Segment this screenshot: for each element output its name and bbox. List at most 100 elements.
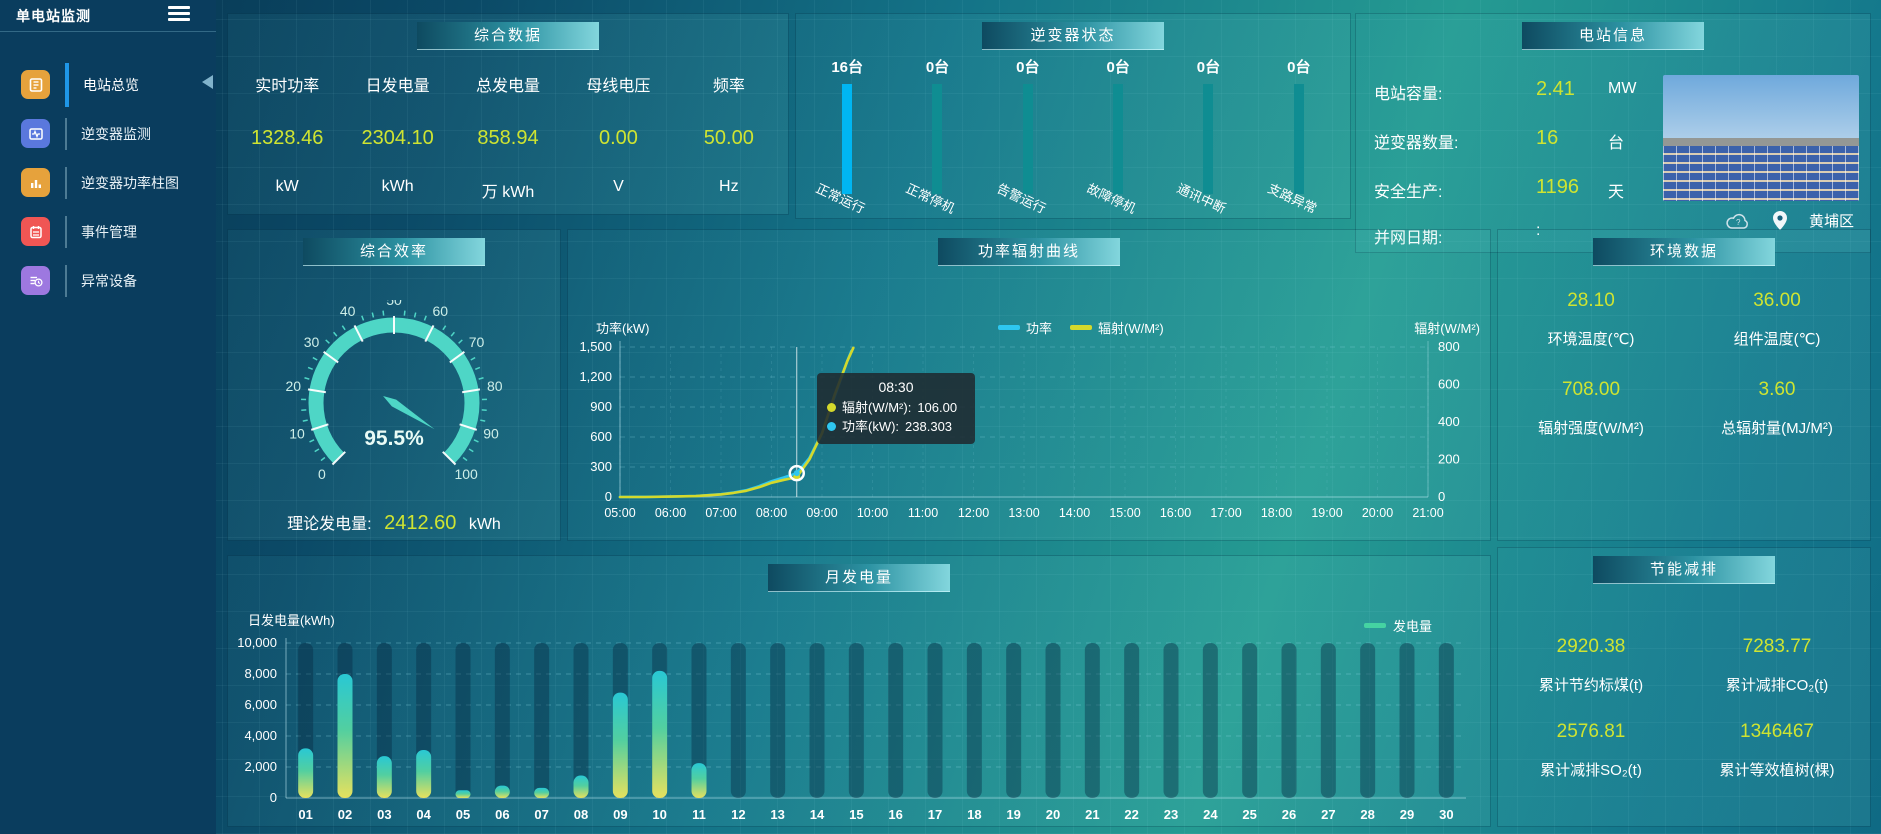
- monthly-legend[interactable]: 发电量: [1363, 616, 1432, 635]
- legend-swatch: [998, 325, 1020, 330]
- metric-label: 环境温度(℃): [1547, 331, 1635, 348]
- metric-value: 2920.38: [1556, 636, 1626, 657]
- theoretical-energy-value: 2412.60: [384, 512, 457, 534]
- hamburger-menu-icon[interactable]: [168, 6, 190, 22]
- svg-text:60: 60: [433, 303, 449, 319]
- monthly-energy-chart[interactable]: 0 2,000 4,000 6,000 8,000 10,000 01 02 03 04 05 06 0…: [228, 630, 1490, 826]
- svg-text:24: 24: [1203, 807, 1218, 822]
- svg-text:09: 09: [613, 807, 627, 822]
- reduced-co2: 7283.77 累计减排CO₂(t): [1684, 636, 1870, 695]
- svg-text:90: 90: [483, 426, 499, 442]
- station-capacity-row: 电站容量: 2.41 MW: [1374, 78, 1674, 104]
- svg-text:15: 15: [849, 807, 863, 822]
- sidebar-header: 单电站监测: [0, 0, 216, 32]
- status-bar: [842, 84, 853, 194]
- status-label: 告警运行: [994, 180, 1048, 217]
- station-info-panel: 电站信息 电站容量: 2.41 MW 逆变器数量: 16 台 安全生产: 119…: [1356, 14, 1870, 252]
- row-value: :: [1536, 222, 1540, 240]
- station-photo: [1663, 75, 1859, 201]
- station-overview-icon: [21, 70, 50, 99]
- metric-value: 36.00: [1753, 290, 1801, 311]
- svg-text:23: 23: [1164, 807, 1178, 822]
- svg-text:80: 80: [487, 378, 503, 394]
- metric-unit: V: [613, 178, 624, 195]
- metric-label: 总辐射量(MJ/M²): [1721, 420, 1833, 437]
- metric-label: 累计等效植树(棵): [1719, 762, 1835, 779]
- panel-title: 电站信息: [1522, 22, 1704, 50]
- svg-text:07:00: 07:00: [705, 506, 736, 520]
- event-management-icon: [21, 217, 50, 246]
- legend-item-power[interactable]: 功率: [998, 318, 1052, 337]
- svg-text:18: 18: [967, 807, 981, 822]
- svg-text:14:00: 14:00: [1059, 506, 1090, 520]
- power-radiation-chart[interactable]: 0 300 600 900 1,200 1,500 0 200 400 600 800 05:00 06…: [568, 330, 1490, 535]
- svg-text:300: 300: [590, 459, 612, 474]
- monthly-energy-panel: 月发电量 日发电量(kWh) 发电量 0 2,000 4,000 6,000 8,000…: [228, 556, 1490, 826]
- env-radiation-intensity: 708.00 辐射强度(W/M²): [1498, 379, 1684, 438]
- metric-value: 2576.81: [1556, 721, 1626, 742]
- panel-title: 综合效率: [303, 238, 485, 266]
- metric-unit: kW: [275, 178, 299, 195]
- theoretical-energy-unit: kWh: [468, 516, 501, 533]
- svg-text:10: 10: [289, 426, 305, 442]
- metric-label: 频率: [712, 78, 745, 95]
- inverter-power-bars-icon: [21, 168, 50, 197]
- legend-label: 发电量: [1392, 619, 1432, 634]
- svg-text:400: 400: [1438, 414, 1460, 429]
- metric-value: 3.60: [1758, 379, 1796, 400]
- chart-tooltip: 08:30 辐射(W/M²): 106.00 功率(kW): 238.303: [817, 373, 975, 444]
- sidebar-item-label: 逆变器功率柱图: [81, 174, 179, 191]
- sidebar-item-abnormal-device[interactable]: 异常设备: [0, 256, 216, 305]
- energy-saving-panel: 节能减排 2920.38 累计节约标煤(t) 7283.77 累计减排CO₂(t…: [1498, 548, 1870, 826]
- svg-text:10,000: 10,000: [237, 635, 277, 650]
- efficiency-gauge: 0 10 20 30 40 50 60 70 80 90 100 95.5%: [285, 300, 503, 482]
- svg-text:08: 08: [574, 807, 588, 822]
- metric-label: 实时功率: [255, 78, 320, 95]
- svg-text:04: 04: [416, 807, 431, 822]
- metric-value: 0.00: [598, 127, 638, 149]
- svg-text:11:00: 11:00: [908, 506, 938, 520]
- legend-item-radiation[interactable]: 辐射(W/M²): [1070, 318, 1164, 337]
- svg-text:28: 28: [1360, 807, 1374, 822]
- metric-value: 858.94: [477, 127, 539, 149]
- sidebar-item-inverter-monitor[interactable]: 逆变器监测: [0, 109, 216, 158]
- metric-label: 累计减排SO₂(t): [1540, 762, 1642, 779]
- svg-text:1,500: 1,500: [579, 339, 612, 354]
- status-count: 0台: [1016, 59, 1040, 76]
- svg-text:15:00: 15:00: [1109, 506, 1140, 520]
- sidebar-item-station-overview[interactable]: 电站总览: [0, 60, 216, 109]
- status-bar: [1113, 84, 1124, 194]
- location-pin-icon[interactable]: [1772, 211, 1787, 230]
- power-radiation-panel: 功率辐射曲线 功率(kW) 辐射(W/M²) 功率 辐射(W/M²) 0 300 6…: [568, 230, 1490, 540]
- svg-text:20: 20: [1046, 807, 1060, 822]
- tooltip-value: 106.00: [917, 400, 958, 415]
- status-count: 0台: [1196, 59, 1221, 76]
- environment-grid: 28.10 环境温度(℃) 36.00 组件温度(℃) 708.00 辐射强度(…: [1498, 290, 1870, 468]
- svg-text:05: 05: [456, 807, 470, 822]
- svg-text:16:00: 16:00: [1160, 506, 1191, 520]
- svg-text:21:00: 21:00: [1412, 506, 1443, 520]
- sidebar-item-event-management[interactable]: 事件管理: [0, 207, 216, 256]
- grid-connection-date-row: 并网日期: :: [1374, 222, 1674, 248]
- status-bar: [1022, 84, 1033, 194]
- svg-text:11: 11: [692, 807, 706, 822]
- sidebar-collapse-arrow-icon[interactable]: [202, 75, 213, 89]
- cloud-weather-icon[interactable]: ?: [1725, 212, 1751, 230]
- svg-text:30: 30: [304, 334, 320, 350]
- main-content: 综合数据 实时功率 1328.46 kW 日发电量 2304.10 kWh 总发…: [216, 0, 1881, 834]
- inverter-status-columns: 16台 正常运行 0台 正常停机 0台 告警运行 0台 故障停机: [802, 56, 1344, 216]
- reduced-so2: 2576.81 累计减排SO₂(t): [1498, 721, 1684, 780]
- row-label: 电站容量:: [1374, 86, 1443, 103]
- sidebar-item-inverter-power-bars[interactable]: 逆变器功率柱图: [0, 158, 216, 207]
- metric-label: 母线电压: [586, 78, 651, 95]
- svg-text:26: 26: [1282, 807, 1296, 822]
- svg-text:13:00: 13:00: [1008, 506, 1039, 520]
- svg-text:6,000: 6,000: [244, 697, 277, 712]
- inverter-status-panel: 逆变器状态 16台 正常运行 0台 正常停机 0台 告警运行: [796, 14, 1350, 218]
- legend-label: 功率: [1026, 321, 1053, 336]
- summary-item-realtime-power: 实时功率 1328.46 kW: [232, 62, 342, 202]
- svg-text:09:00: 09:00: [806, 506, 837, 520]
- status-label: 支路异常: [1265, 180, 1319, 217]
- metric-unit: kWh: [381, 178, 414, 195]
